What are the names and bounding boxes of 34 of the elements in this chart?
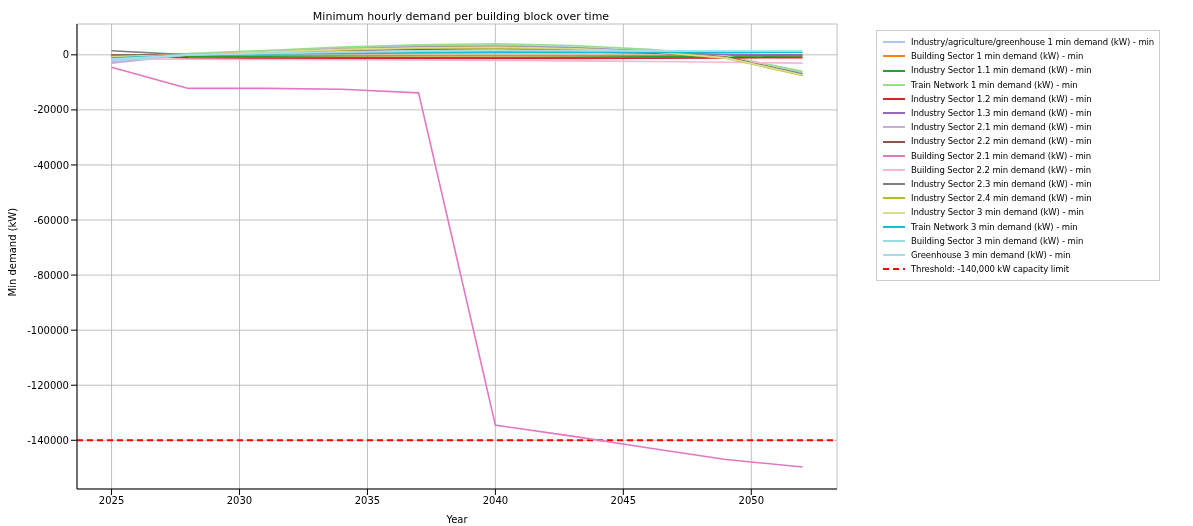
x-tick-label: 2030 bbox=[226, 495, 253, 507]
y-tick-label: -80000 bbox=[33, 269, 69, 281]
y-tick-label: -60000 bbox=[33, 214, 69, 226]
legend-label: Industry Sector 2.2 min demand (kW) - min bbox=[911, 135, 1092, 149]
legend-label: Industry Sector 1.1 min demand (kW) - min bbox=[911, 64, 1092, 78]
legend-label: Industry Sector 2.3 min demand (kW) - min bbox=[911, 178, 1092, 192]
x-tick-label: 2025 bbox=[98, 495, 125, 507]
x-tick-label: 2035 bbox=[354, 495, 381, 507]
legend-label: Building Sector 3 min demand (kW) - min bbox=[911, 234, 1084, 248]
legend-label: Industry Sector 1.3 min demand (kW) - min bbox=[911, 107, 1092, 120]
y-tick-label: 0 bbox=[62, 49, 69, 61]
y-tick-label: -100000 bbox=[27, 324, 69, 336]
legend-label: Industry/agriculture/greenhouse 1 min demand (kW) - min bbox=[911, 36, 1155, 49]
legend-label: Industry Sector 2.4 min demand (kW) - min bbox=[911, 192, 1092, 206]
y-tick-label: -20000 bbox=[33, 104, 69, 116]
x-axis-title: Year bbox=[445, 514, 469, 525]
legend-label: Building Sector 2.2 min demand (kW) - min bbox=[911, 163, 1092, 177]
legend-label: Industry Sector 1.2 min demand (kW) - min bbox=[911, 92, 1092, 106]
legend-label: Train Network 1 min demand (kW) - min bbox=[911, 78, 1078, 92]
legend-label: Industry Sector 3 min demand (kW) - min bbox=[911, 206, 1084, 220]
x-tick-label: 2045 bbox=[610, 495, 637, 507]
chart-title: Minimum hourly demand per building block over time bbox=[311, 10, 611, 23]
y-axis-title: Min demand (kW) bbox=[6, 207, 18, 297]
legend-label: Threshold: -140,000 kW capacity limit bbox=[911, 263, 1069, 277]
legend-label: Building Sector 1 min demand (kW) - min bbox=[911, 50, 1084, 64]
legend-label: Greenhouse 3 min demand (kW) - min bbox=[911, 249, 1071, 263]
x-tick-label: 2050 bbox=[738, 495, 764, 507]
y-tick-label: -120000 bbox=[27, 379, 69, 391]
legend-label: Train Network 3 min demand (kW) - min bbox=[911, 220, 1078, 234]
legend-label: Industry Sector 2.1 min demand (kW) - min bbox=[911, 121, 1092, 135]
x-tick-label: 2040 bbox=[482, 495, 509, 507]
y-tick-label: -140000 bbox=[27, 434, 69, 446]
y-tick-label: -40000 bbox=[33, 159, 69, 171]
legend-label: Building Sector 2.1 min demand (kW) - min bbox=[911, 149, 1092, 163]
